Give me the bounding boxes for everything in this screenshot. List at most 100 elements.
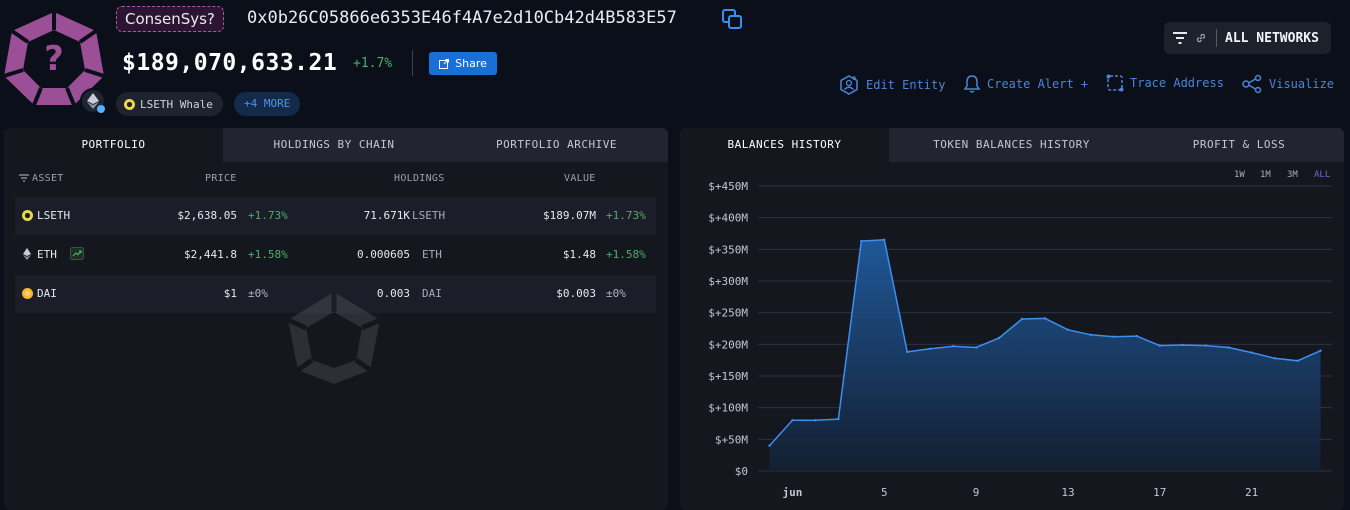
y-tick-label: $+300M	[708, 275, 748, 288]
tab-portfolio[interactable]: PORTFOLIO	[4, 128, 223, 162]
ethereum-icon	[23, 248, 31, 260]
divider	[412, 50, 413, 76]
balances-chart[interactable]: $0 $+50M $+100M $+150M $+200M $+250M $+300M $+3…	[680, 128, 1344, 510]
status-dot	[97, 105, 105, 113]
y-tick-label: $+150M	[708, 370, 748, 383]
total-balance-change: +1.7%	[353, 56, 393, 71]
watermark-logo	[286, 292, 382, 384]
asset-price: $1	[223, 287, 237, 300]
edit-entity-icon	[840, 75, 858, 95]
data-point	[1296, 359, 1299, 362]
more-tags-button[interactable]: +4 MORE	[234, 92, 301, 116]
asset-value: $189.07M	[543, 209, 596, 222]
edit-entity-label: Edit Entity	[866, 78, 946, 92]
network-selector[interactable]: ALL NETWORKS	[1164, 22, 1331, 54]
trace-address-label: Trace Address	[1130, 76, 1224, 90]
column-header-price[interactable]: PRICE	[205, 173, 237, 184]
network-label: ALL NETWORKS	[1225, 30, 1319, 46]
balance-area	[769, 239, 1321, 471]
portfolio-tabs: PORTFOLIO HOLDINGS BY CHAIN PORTFOLIO AR…	[4, 128, 668, 162]
x-tick-label: 5	[881, 486, 888, 499]
asset-symbol: DAI	[37, 287, 57, 300]
tab-portfolio-archive[interactable]: PORTFOLIO ARCHIVE	[495, 138, 618, 151]
visualize-button[interactable]: Visualize	[1241, 74, 1334, 94]
data-point	[974, 346, 978, 349]
data-point	[791, 419, 794, 422]
lseth-token-icon	[22, 210, 33, 221]
divider	[1216, 29, 1217, 47]
y-tick-label: $0	[735, 465, 748, 478]
x-tick-label: 17	[1153, 486, 1166, 499]
link-icon	[1196, 33, 1206, 43]
tab-profit-loss[interactable]: PROFIT & LOSS	[1192, 138, 1286, 151]
trend-up-icon	[70, 247, 84, 260]
history-tabs: BALANCES HISTORY TOKEN BALANCES HISTORY …	[680, 128, 1344, 162]
price-change: ±0%	[248, 287, 268, 300]
data-point	[860, 239, 863, 243]
price-change: +1.58%	[248, 248, 288, 261]
copy-icon[interactable]	[721, 8, 743, 30]
portfolio-panel: PORTFOLIO HOLDINGS BY CHAIN PORTFOLIO AR…	[4, 128, 668, 510]
x-tick-label: 13	[1061, 486, 1074, 499]
data-point	[1204, 344, 1207, 347]
ethereum-chain-badge	[80, 88, 106, 114]
price-change: +1.73%	[248, 209, 288, 222]
y-tick-label: $+200M	[708, 338, 748, 351]
visualize-label: Visualize	[1269, 77, 1335, 91]
timeframe-3m[interactable]: 3M	[1287, 170, 1298, 180]
tab-balances-history[interactable]: BALANCES HISTORY	[680, 128, 889, 162]
holdings-unit: DAI	[422, 287, 442, 300]
data-point	[1273, 357, 1276, 360]
asset-price: $2,441.8	[184, 248, 237, 261]
create-alert-button[interactable]: Create Alert +	[963, 74, 1088, 94]
data-point	[883, 238, 886, 242]
data-point	[814, 419, 817, 422]
value-change: ±0%	[606, 287, 626, 300]
column-header-value[interactable]: VALUE	[564, 173, 596, 184]
holdings-amount: 0.000605	[357, 248, 410, 261]
column-header-asset[interactable]: ASSET	[19, 173, 64, 184]
bell-icon	[963, 75, 981, 93]
table-row[interactable]: ETH $2,441.8 +1.58% 0.000605 ETH $1.48 +…	[15, 236, 656, 274]
y-tick-label: $+100M	[708, 402, 748, 415]
wallet-address: 0x0b26C05866e6353E46f4A7e2d10Cb42d4B583E…	[247, 8, 677, 28]
lseth-token-icon	[124, 98, 135, 110]
data-point	[1020, 317, 1024, 321]
holdings-amount: 0.003	[376, 287, 410, 300]
svg-text:?: ?	[44, 39, 64, 79]
tab-holdings-by-chain[interactable]: HOLDINGS BY CHAIN	[273, 138, 395, 151]
tab-token-balances-history[interactable]: TOKEN BALANCES HISTORY	[933, 138, 1090, 151]
asset-value: $1.48	[562, 248, 596, 261]
data-point	[1089, 333, 1093, 337]
asset-symbol: LSETH	[37, 209, 71, 222]
dai-token-icon	[22, 288, 33, 299]
y-tick-label: $+400M	[708, 212, 748, 225]
timeframe-1w[interactable]: 1W	[1234, 170, 1245, 180]
table-row[interactable]: DAI $1 ±0% 0.003 DAI $0.003 ±0%	[15, 275, 656, 313]
data-point	[906, 350, 909, 354]
trace-icon	[1106, 74, 1124, 92]
column-header-holdings[interactable]: HOLDINGS	[394, 173, 445, 184]
trace-address-button[interactable]: Trace Address	[1106, 74, 1224, 92]
timeframe-all[interactable]: ALL	[1314, 170, 1331, 180]
y-tick-label: $+350M	[708, 243, 748, 256]
edit-entity-button[interactable]: Edit Entity	[838, 74, 945, 96]
asset-symbol: ETH	[37, 248, 57, 261]
x-tick-label: 9	[973, 486, 980, 499]
entity-tag-lseth-whale[interactable]: LSETH Whale	[116, 92, 223, 116]
entity-name-tag[interactable]: ConsenSys?	[116, 6, 224, 32]
share-label: Share	[455, 57, 487, 70]
share-button[interactable]: Share	[429, 52, 497, 75]
data-point	[1112, 335, 1116, 338]
column-header-asset-label: ASSET	[32, 173, 64, 184]
y-tick-label: $+50M	[715, 433, 748, 446]
holdings-amount: 71.671K	[363, 209, 410, 222]
data-point	[1066, 328, 1070, 331]
share-icon	[439, 58, 450, 69]
table-row[interactable]: LSETH $2,638.05 +1.73% 71.671K LSETH $18…	[15, 197, 656, 235]
create-alert-label: Create Alert +	[987, 77, 1089, 91]
data-point	[1158, 344, 1161, 347]
timeframe-1m[interactable]: 1M	[1260, 170, 1271, 180]
data-point	[1135, 334, 1139, 338]
y-tick-label: $+450M	[708, 180, 748, 193]
